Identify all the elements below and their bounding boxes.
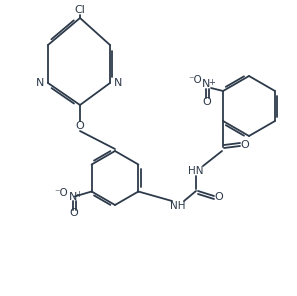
Text: NH: NH (170, 201, 186, 211)
Text: ⁻O: ⁻O (55, 187, 69, 197)
Text: ⁻O: ⁻O (188, 75, 202, 85)
Text: O: O (203, 97, 211, 107)
Text: O: O (215, 192, 223, 202)
Text: N: N (202, 79, 210, 89)
Text: N: N (114, 78, 122, 88)
Text: +: + (75, 190, 82, 199)
Text: Cl: Cl (75, 5, 86, 15)
Text: +: + (208, 78, 215, 86)
Text: N: N (36, 78, 44, 88)
Text: HN: HN (188, 166, 204, 176)
Text: O: O (76, 121, 84, 131)
Text: O: O (69, 208, 78, 218)
Text: O: O (241, 140, 249, 150)
Text: N: N (68, 192, 77, 202)
